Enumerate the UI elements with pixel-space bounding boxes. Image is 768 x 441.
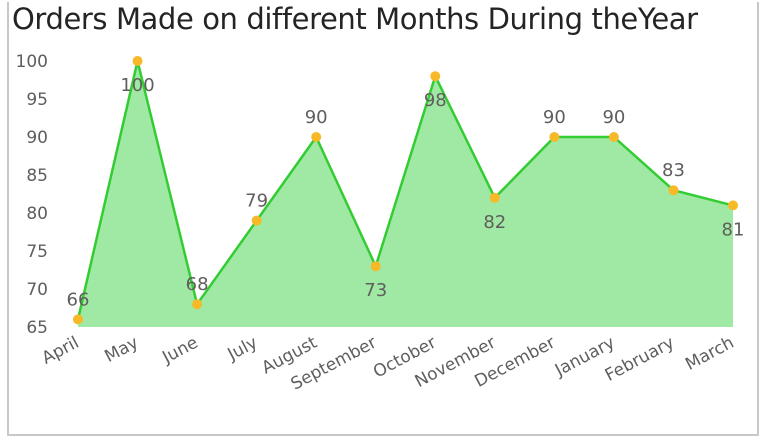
data-label: 68 (186, 274, 209, 295)
data-point (549, 132, 560, 142)
data-label: 66 (67, 289, 90, 310)
x-tick-label: June (158, 333, 201, 369)
data-label: 73 (364, 280, 387, 301)
x-tick-label: April (39, 333, 83, 369)
data-point (370, 261, 381, 272)
data-label: 100 (120, 75, 154, 96)
data-label: 81 (722, 219, 745, 240)
chart-frame (7, 2, 759, 436)
y-tick-label: 70 (26, 280, 48, 300)
data-point (192, 299, 203, 310)
data-label: 90 (305, 107, 328, 128)
data-point (728, 200, 738, 211)
area-fill (78, 61, 733, 327)
data-point (132, 56, 143, 66)
x-axis: April May June JulyAugustSeptemberOctoberNo… (39, 333, 738, 395)
data-point (668, 185, 679, 196)
data-label: 90 (602, 107, 625, 128)
y-tick-label: 90 (26, 128, 48, 148)
data-labels: 66 100 68 79 90 73 98 82 90 90 83 81 (67, 75, 745, 310)
y-tick-label: 80 (26, 204, 48, 224)
data-point (73, 314, 83, 325)
data-label: 79 (245, 191, 268, 212)
x-tick-label: July (224, 333, 261, 365)
data-point (608, 132, 619, 142)
data-point (430, 71, 441, 82)
plot-area (73, 56, 738, 327)
series-line (76, 59, 734, 320)
data-point (489, 192, 500, 203)
x-tick-label: March (682, 333, 737, 375)
data-label: 83 (662, 160, 685, 181)
data-point (251, 215, 262, 226)
data-point (311, 132, 322, 142)
y-tick-label: 75 (26, 242, 48, 262)
y-tick-label: 100 (16, 52, 48, 72)
y-tick-label: 85 (26, 166, 48, 186)
chart-title: Orders Made on different Months During t… (12, 2, 698, 36)
y-tick-label: 95 (26, 90, 48, 110)
x-tick-label: May (101, 333, 141, 367)
data-label: 82 (483, 212, 506, 233)
y-axis: 65 70 75 80 85 90 95 100 (16, 52, 48, 338)
x-tick-label: February (602, 333, 678, 386)
data-label: 98 (424, 90, 447, 111)
data-label: 90 (543, 107, 566, 128)
y-tick-label: 65 (26, 318, 48, 338)
